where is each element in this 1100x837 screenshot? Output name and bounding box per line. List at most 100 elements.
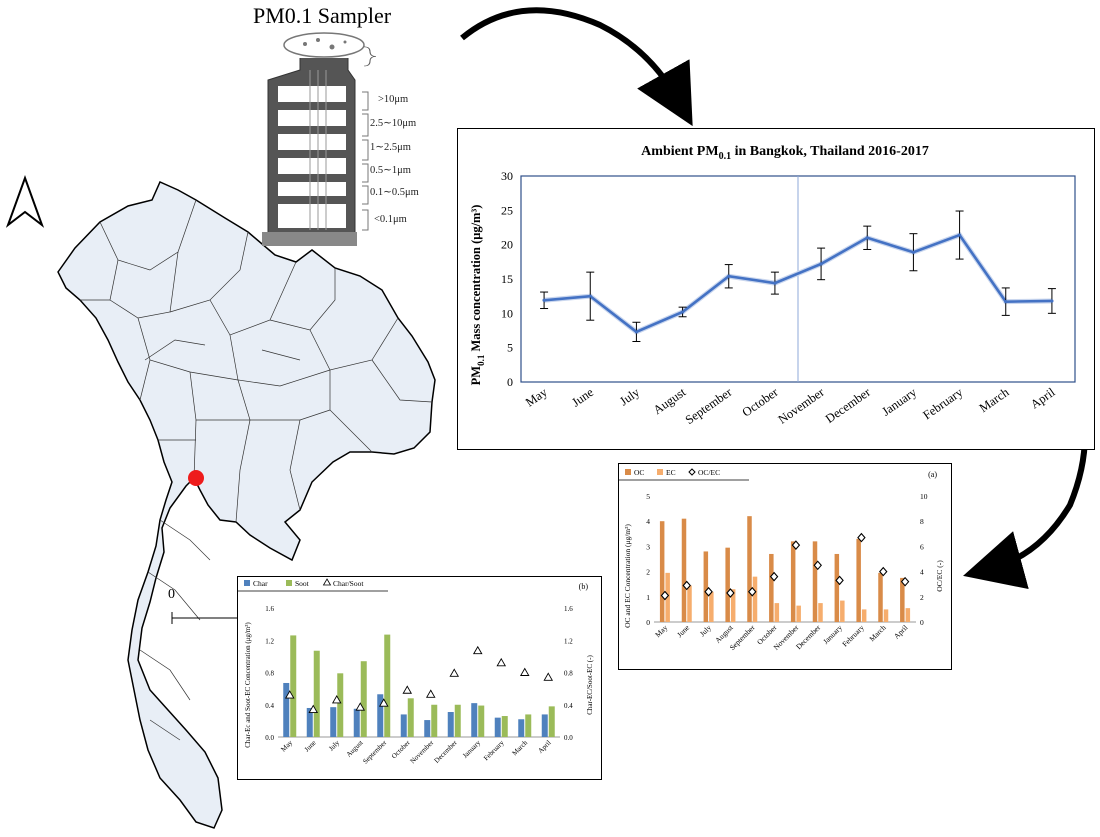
bar-oc — [725, 547, 730, 622]
data-point — [1050, 299, 1054, 303]
y2-tick-label: 8 — [920, 517, 924, 526]
bar-ec — [665, 572, 670, 622]
ratio-marker — [879, 566, 888, 577]
bar-soot — [454, 704, 461, 737]
bar-char — [518, 719, 525, 737]
y-tick-label: 1.2 — [265, 637, 274, 645]
sampler-title: PM0.1 Sampler — [253, 3, 392, 28]
y-axis-label-b: Char-Ec and Soot-EC Concentration (μg/m³… — [244, 622, 252, 748]
bar-ec — [774, 603, 780, 622]
y2-tick-label: 1.2 — [564, 637, 573, 645]
x-tick-label: February — [482, 738, 506, 762]
bar-ec — [840, 600, 845, 622]
x-tick-label: April — [1028, 385, 1058, 412]
y-tick-label: 0 — [646, 618, 650, 627]
bar-soot — [313, 650, 320, 737]
y-tick-label: 0.4 — [265, 702, 274, 710]
ratio-marker — [769, 571, 779, 582]
x-tick-label: March — [511, 738, 530, 757]
legend-label: Char/Soot — [333, 579, 364, 588]
x-tick-label: December — [823, 385, 874, 426]
y-tick-label: 0.8 — [265, 670, 274, 678]
ratio-marker — [704, 586, 713, 597]
panel-label-a: (a) — [928, 470, 937, 479]
ratio-marker — [835, 575, 844, 586]
y2-tick-label: 0 — [920, 618, 924, 627]
data-point — [957, 233, 962, 237]
bar-ec — [818, 603, 823, 622]
ratio-marker — [284, 690, 295, 699]
y-tick-label: 0 — [507, 375, 513, 389]
bar-ec — [883, 609, 889, 622]
data-point — [865, 236, 869, 240]
legend-swatch — [625, 469, 631, 475]
ratio-marker — [813, 560, 822, 571]
legend-a: OC EC OC/EC — [619, 468, 749, 481]
x-tick-label: September — [683, 385, 736, 428]
bar-char — [377, 694, 384, 737]
data-point — [819, 262, 823, 266]
bar-soot — [548, 706, 555, 737]
bar-oc — [659, 521, 665, 622]
bar-ec — [752, 576, 758, 622]
legend-swatch — [286, 580, 292, 586]
x-tick-label: August — [345, 739, 365, 759]
ratio-marker — [472, 645, 483, 655]
ratio-marker — [682, 580, 691, 591]
thailand-map: 0 — [57, 181, 436, 829]
y2-tick-label: 0.8 — [564, 670, 573, 678]
ratio-marker — [308, 704, 319, 714]
x-tick-label: July — [327, 738, 341, 752]
bar-char — [494, 717, 501, 737]
y2-axis-label-b: Char-EC/Soot-EC (-) — [586, 655, 594, 715]
bar-soot — [431, 704, 438, 737]
x-tick-label: January — [461, 738, 482, 759]
data-point — [680, 310, 685, 314]
panel-label-b: (b) — [579, 582, 589, 591]
y2-tick-label: 10 — [920, 492, 928, 501]
bar-char — [447, 712, 454, 737]
y2-tick-label: 2 — [920, 593, 924, 602]
bar-oc — [900, 577, 905, 622]
sampler-diagram: >10μm 2.5∼10μm 1∼2.5μm 0.5∼1μm 0.1∼0.5μm… — [262, 32, 419, 246]
bar-ec — [709, 591, 714, 622]
bar-soot — [290, 635, 297, 737]
oc-ec-chart-panel: (a) OC and EC Concentration (μg/m³) OC/E… — [618, 463, 952, 670]
bar-oc — [856, 538, 861, 622]
legend-label: Char — [253, 579, 268, 588]
y2-axis-label-a: OC/EC (-) — [935, 560, 944, 592]
arrow-sampler-to-chart — [460, 7, 693, 127]
bar-oc — [790, 541, 796, 622]
data-point — [542, 298, 546, 302]
y-tick-label: 1 — [646, 593, 650, 602]
ratio-marker — [378, 698, 389, 707]
x-tick-label: February — [840, 623, 866, 649]
stage-label-3: 1∼2.5μm — [370, 142, 411, 153]
legend-swatch — [322, 578, 332, 586]
legend-swatch — [657, 469, 663, 475]
data-point — [911, 250, 916, 254]
stage-label-4: 0.5∼1μm — [370, 165, 411, 176]
y-tick-label: 20 — [501, 238, 513, 252]
bar-soot — [525, 714, 532, 737]
bar-char — [330, 707, 337, 737]
y-tick-label: 4 — [646, 517, 650, 526]
legend-b: Char Soot Char/Soot — [238, 578, 388, 592]
bar-soot — [360, 661, 367, 737]
bar-char — [306, 707, 313, 737]
stage-label-1: >10μm — [378, 94, 408, 105]
y-tick-label: 30 — [501, 169, 513, 183]
bar-ec — [687, 585, 692, 622]
legend-label: OC/EC — [698, 468, 720, 477]
data-point — [1004, 300, 1008, 304]
x-tick-label: July — [617, 385, 643, 409]
ratio-marker — [543, 672, 554, 681]
x-tick-label: August — [651, 385, 689, 417]
legend-label: OC — [634, 468, 644, 477]
bar-soot — [407, 698, 414, 737]
x-tick-label: April — [892, 623, 910, 641]
series-line — [543, 233, 1052, 334]
x-tick-label: May — [279, 738, 294, 753]
x-tick-label: December — [794, 623, 823, 652]
ratio-marker — [425, 689, 436, 698]
